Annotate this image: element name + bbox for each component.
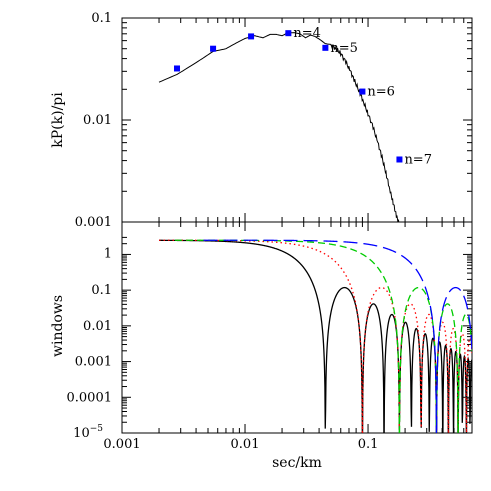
y-tick-exponent: −5	[90, 424, 104, 434]
y-tick-label: 0.1	[91, 11, 112, 26]
top-panel-frame	[121, 17, 473, 223]
y-tick-label: 0.001	[75, 355, 112, 370]
x-tick-label: 0.1	[358, 437, 379, 452]
y-tick-label: 0.0001	[67, 390, 113, 405]
bottom-panel-ticks	[121, 222, 472, 434]
window-function-curve	[159, 239, 472, 433]
bin-marker	[174, 65, 181, 72]
bin-marker	[396, 156, 403, 163]
bin-marker	[285, 30, 292, 37]
bottom-y-tick-labels: 1 0.1 0.01 0.001 0.0001 10−5	[67, 246, 113, 441]
bin-markers: n=4 n=5 n=6 n=7	[174, 26, 432, 167]
top-y-tick-labels: 0.1 0.01 0.001	[75, 11, 112, 230]
bin-marker	[248, 33, 255, 40]
window-function-curve	[203, 239, 472, 433]
x-tick-labels: 0.001 0.01 0.1	[103, 437, 378, 452]
y-tick-label: 1	[104, 246, 112, 261]
y-tick-label: 0.001	[75, 215, 112, 230]
top-panel-ticks	[121, 18, 472, 223]
bin-marker	[322, 44, 329, 51]
x-axis-title: sec/km	[272, 455, 322, 471]
x-tick-label: 0.01	[231, 437, 260, 452]
bin-marker-label: n=6	[367, 85, 395, 100]
bin-marker	[359, 88, 366, 95]
bin-marker	[210, 45, 217, 52]
bottom-panel-frame	[121, 221, 473, 434]
y-tick-label: 0.01	[83, 113, 112, 128]
y-tick-label: 0.1	[91, 283, 112, 298]
y-tick-label: 0.01	[83, 319, 112, 334]
window-functions-plot	[159, 239, 472, 433]
bin-marker-label: n=7	[404, 152, 432, 167]
power-spectrum-plot	[158, 32, 400, 222]
top-y-axis-title: kP(k)/pi	[50, 92, 66, 148]
bottom-y-axis-title: windows	[50, 295, 66, 357]
x-tick-label: 0.001	[103, 437, 140, 452]
bin-marker-label: n=4	[293, 26, 321, 41]
window-function-curve	[159, 239, 472, 433]
bin-marker-label: n=5	[330, 41, 358, 56]
y-tick-label: 10−5	[73, 424, 103, 441]
power-spectrum-line	[158, 32, 400, 222]
